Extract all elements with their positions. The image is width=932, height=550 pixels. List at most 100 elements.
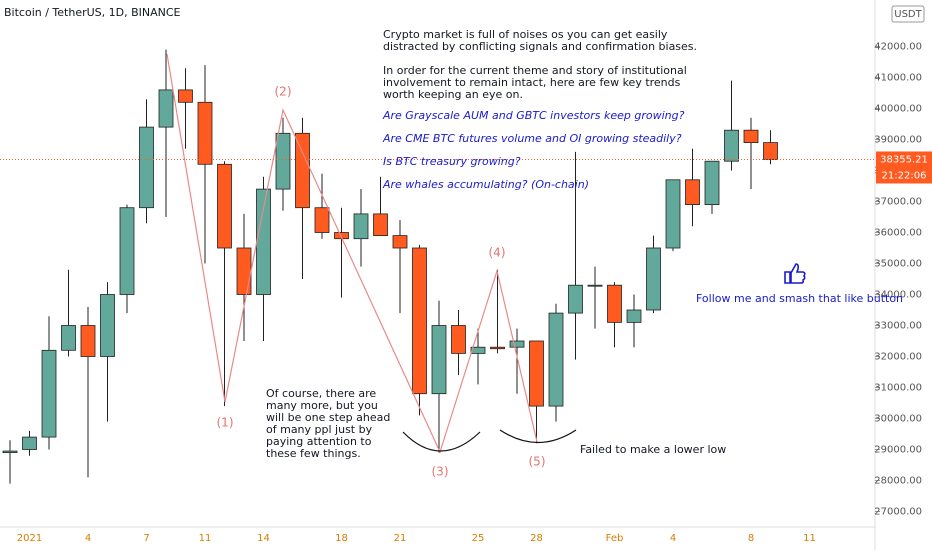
candle-body bbox=[412, 247, 427, 395]
y-tick-label: 29000.00 bbox=[874, 445, 922, 456]
x-tick-label: 4 bbox=[670, 533, 676, 544]
y-tick-label: 28000.00 bbox=[874, 476, 922, 487]
candle-body bbox=[451, 325, 466, 354]
candle-body bbox=[236, 247, 252, 295]
note-line: worth keeping an eye on. bbox=[383, 88, 523, 101]
note-line: of many ppl just by bbox=[266, 423, 373, 436]
candle-body bbox=[646, 247, 661, 311]
candle-body bbox=[217, 163, 232, 249]
candle-body bbox=[178, 89, 193, 103]
candle-body bbox=[685, 179, 700, 206]
note-line: distracted by conflicting signals and co… bbox=[383, 40, 697, 53]
candle-body bbox=[275, 132, 291, 190]
candle-body bbox=[724, 129, 739, 162]
y-tick-label: 34000.00 bbox=[874, 290, 922, 301]
candle-body bbox=[295, 132, 310, 209]
note-line: many more, but you bbox=[266, 399, 378, 412]
candle-body bbox=[470, 346, 486, 354]
arc bbox=[402, 431, 481, 452]
y-tick-label: 41000.00 bbox=[874, 73, 922, 84]
wave-label: (4) bbox=[489, 246, 506, 260]
wave-label: (2) bbox=[275, 85, 292, 99]
question: Are CME BTC futures volume and OI growin… bbox=[382, 132, 682, 145]
candle-body bbox=[139, 126, 154, 209]
y-tick-label: 40000.00 bbox=[874, 104, 922, 115]
candle-body bbox=[431, 325, 447, 395]
x-tick-label: 25 bbox=[472, 533, 485, 544]
y-tick-label: 27000.00 bbox=[874, 507, 922, 518]
candle-body bbox=[158, 89, 174, 128]
x-tick-label: 18 bbox=[335, 533, 348, 544]
wave-label: (5) bbox=[529, 455, 546, 469]
x-tick-label: 2021 bbox=[17, 533, 42, 544]
y-tick-label: 42000.00 bbox=[874, 42, 922, 53]
candle-body bbox=[22, 436, 37, 450]
candle-body bbox=[607, 284, 622, 323]
note-line: Of course, there are bbox=[266, 387, 376, 400]
x-tick-label: 7 bbox=[143, 533, 149, 544]
candle-body bbox=[80, 325, 96, 357]
y-tick-label: 36000.00 bbox=[874, 228, 922, 239]
candle-body bbox=[743, 129, 759, 143]
candle-body bbox=[509, 340, 525, 348]
candle-body bbox=[665, 179, 681, 249]
candle-body bbox=[392, 235, 408, 249]
wave-line bbox=[166, 53, 538, 454]
y-tick-label: 39000.00 bbox=[874, 135, 922, 146]
x-tick-label: 4 bbox=[85, 533, 91, 544]
y-tick-label: 30000.00 bbox=[874, 414, 922, 425]
note-line: In order for the current theme and story… bbox=[383, 64, 687, 77]
note-line: paying attention to bbox=[266, 435, 372, 448]
last-price-label: 38355.21 bbox=[880, 154, 928, 165]
question: Is BTC treasury growing? bbox=[383, 155, 521, 168]
candle-body bbox=[704, 160, 720, 205]
x-tick-label: 11 bbox=[803, 533, 816, 544]
arc bbox=[499, 429, 577, 444]
note-line: these few things. bbox=[266, 447, 361, 460]
x-tick-label: 28 bbox=[530, 533, 543, 544]
x-tick-label: 14 bbox=[257, 533, 270, 544]
x-tick-label: 11 bbox=[199, 533, 212, 544]
note-line: will be one step ahead bbox=[266, 411, 390, 424]
candle-body bbox=[61, 325, 76, 351]
candle-body bbox=[353, 213, 369, 240]
y-tick-label: 32000.00 bbox=[874, 352, 922, 363]
candle-body bbox=[100, 294, 115, 357]
candle-body bbox=[256, 188, 271, 295]
candle-body bbox=[119, 207, 135, 295]
x-tick-label: Feb bbox=[606, 533, 624, 544]
price-box bbox=[876, 151, 932, 168]
candle-body bbox=[529, 340, 544, 407]
zigzag bbox=[166, 53, 577, 454]
y-tick-label: 31000.00 bbox=[874, 383, 922, 394]
note: Follow me and smash that like button bbox=[696, 292, 903, 305]
candle-body bbox=[548, 312, 564, 407]
candle-body bbox=[373, 213, 388, 236]
currency-box bbox=[891, 5, 925, 23]
candle-body bbox=[197, 101, 213, 165]
note: Failed to make a lower low bbox=[580, 443, 726, 456]
y-tick-label: 35000.00 bbox=[874, 259, 922, 270]
candle-body bbox=[2, 450, 18, 453]
candle-body bbox=[568, 284, 583, 314]
countdown-box bbox=[876, 167, 932, 184]
countdown: 21:22:06 bbox=[882, 170, 927, 181]
candle-body bbox=[626, 309, 642, 323]
question: Are whales accumulating? (On-chain) bbox=[382, 178, 589, 191]
wave-label: (3) bbox=[432, 465, 449, 479]
wave-label: (1) bbox=[217, 416, 234, 430]
note-line: involvement to remain intact, here are f… bbox=[383, 76, 681, 89]
y-tick-label: 37000.00 bbox=[874, 197, 922, 208]
chart-title: Bitcoin / TetherUS, 1D, BINANCE bbox=[4, 6, 181, 19]
candle-body bbox=[314, 207, 330, 233]
currency: USDT bbox=[894, 9, 922, 20]
x-tick-label: 21 bbox=[394, 533, 407, 544]
candle-body bbox=[763, 142, 778, 160]
candle-body bbox=[587, 284, 603, 287]
question: Are Grayscale AUM and GBTC investors kee… bbox=[382, 109, 685, 122]
like-icon bbox=[784, 263, 806, 284]
candle-body bbox=[41, 349, 57, 438]
note-line: Crypto market is full of noises os you c… bbox=[383, 28, 668, 41]
